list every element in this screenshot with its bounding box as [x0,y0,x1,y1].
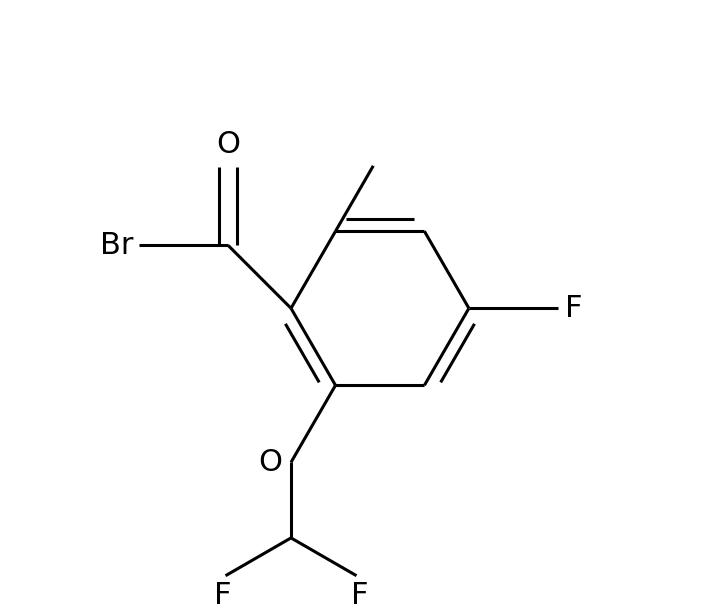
Text: F: F [214,581,231,610]
Text: F: F [565,293,582,323]
Text: O: O [216,130,240,158]
Text: F: F [351,581,368,610]
Text: Br: Br [100,231,134,260]
Text: O: O [258,448,283,477]
